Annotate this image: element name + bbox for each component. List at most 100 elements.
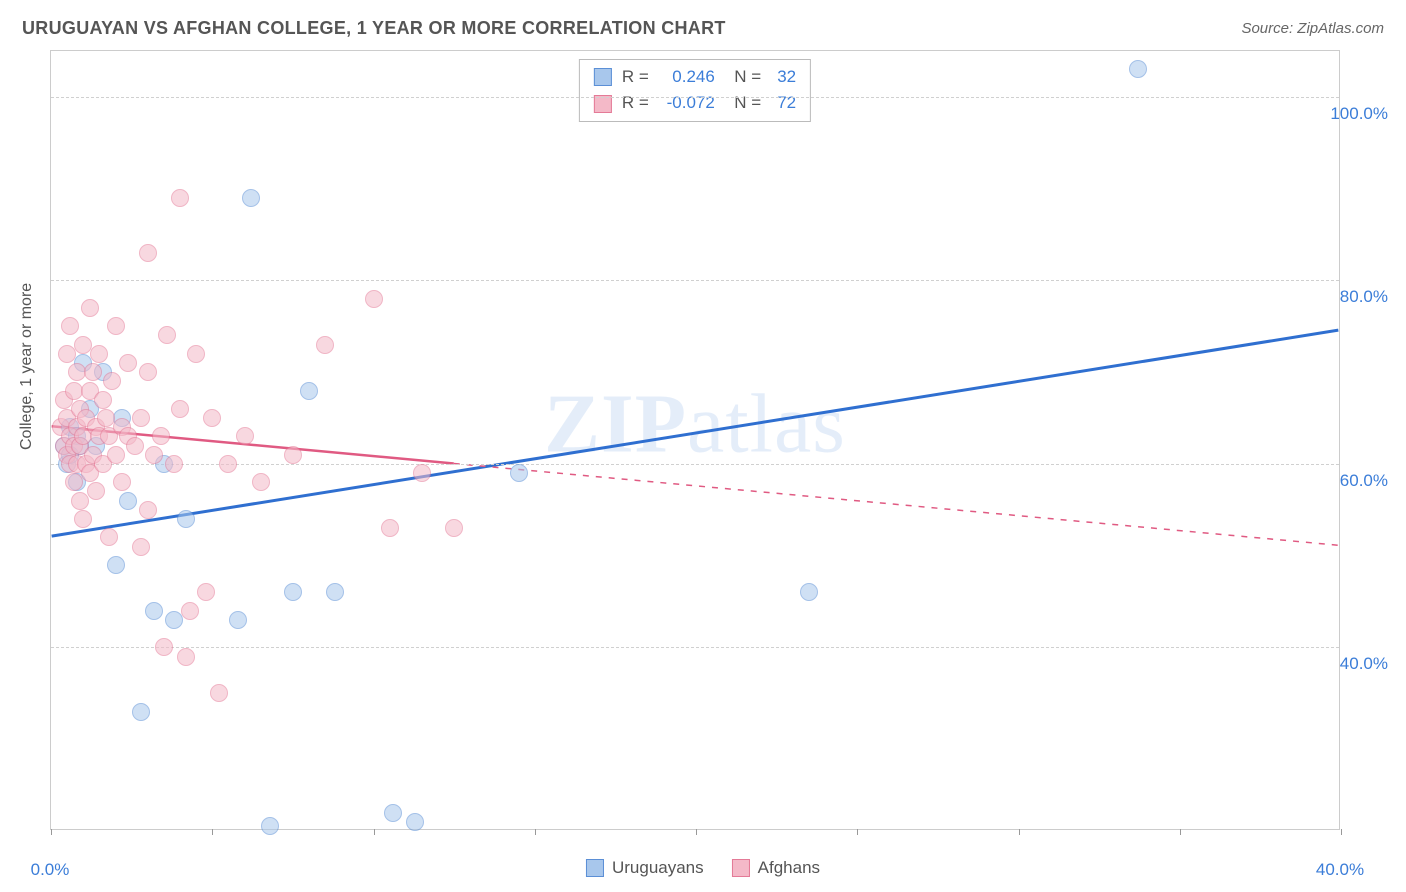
x-tick-min: 0.0% [31,860,70,880]
scatter-point [284,446,302,464]
scatter-point [145,446,163,464]
scatter-point [384,804,402,822]
scatter-point [203,409,221,427]
x-tick [535,829,536,835]
scatter-point [365,290,383,308]
scatter-point [413,464,431,482]
legend-item: Afghans [732,858,820,878]
scatter-point [132,409,150,427]
scatter-point [119,492,137,510]
scatter-point [139,363,157,381]
x-tick-max: 40.0% [1316,860,1364,880]
scatter-point [381,519,399,537]
scatter-point [61,317,79,335]
bottom-legend: Uruguayans Afghans [586,858,820,878]
scatter-point [171,400,189,418]
scatter-point [65,473,83,491]
stats-row: R = 0.246 N = 32 [594,64,796,90]
scatter-point [165,611,183,629]
scatter-point [210,684,228,702]
x-tick [374,829,375,835]
gridline-h [51,97,1339,98]
stat-n-label: N = [725,90,761,116]
legend-swatch [586,859,604,877]
scatter-point [165,455,183,473]
legend-swatch [732,859,750,877]
x-tick [51,829,52,835]
stat-n-value: 32 [777,64,796,90]
scatter-point [139,244,157,262]
scatter-point [171,189,189,207]
scatter-point [800,583,818,601]
scatter-point [326,583,344,601]
scatter-point [58,345,76,363]
y-tick-label: 100.0% [1330,104,1388,124]
scatter-point [103,372,121,390]
scatter-point [152,427,170,445]
legend-item: Uruguayans [586,858,704,878]
y-tick-label: 60.0% [1340,471,1388,491]
scatter-point [300,382,318,400]
scatter-point [181,602,199,620]
scatter-point [87,482,105,500]
y-tick-label: 80.0% [1340,287,1388,307]
scatter-point [316,336,334,354]
scatter-point [177,510,195,528]
scatter-point [197,583,215,601]
scatter-point [155,638,173,656]
scatter-point [74,336,92,354]
x-tick [1019,829,1020,835]
scatter-point [126,437,144,455]
legend-label: Uruguayans [612,858,704,878]
scatter-point [158,326,176,344]
scatter-point [510,464,528,482]
scatter-point [261,817,279,835]
gridline-h [51,647,1339,648]
stat-r-value: 0.246 [659,64,715,90]
x-tick [1341,829,1342,835]
scatter-point [84,363,102,381]
scatter-point [90,345,108,363]
x-tick [857,829,858,835]
stat-n-label: N = [725,64,761,90]
scatter-point [187,345,205,363]
stats-row: R = -0.072 N = 72 [594,90,796,116]
gridline-h [51,464,1339,465]
scatter-point [107,556,125,574]
scatter-point [94,391,112,409]
scatter-point [107,317,125,335]
y-axis-label: College, 1 year or more [18,283,36,450]
scatter-point [445,519,463,537]
stat-r-label: R = [622,90,649,116]
scatter-point [229,611,247,629]
plot-area: ZIPatlas R = 0.246 N = 32 R = -0.072 N = 72 [50,50,1340,830]
scatter-point [113,473,131,491]
scatter-point [139,501,157,519]
scatter-point [119,354,137,372]
scatter-point [81,299,99,317]
scatter-point [252,473,270,491]
stat-r-label: R = [622,64,649,90]
scatter-point [107,446,125,464]
scatter-point [177,648,195,666]
watermark: ZIPatlas [544,376,846,473]
stat-n-value: 72 [777,90,796,116]
legend-swatch [594,68,612,86]
scatter-point [145,602,163,620]
scatter-point [71,492,89,510]
legend-label: Afghans [758,858,820,878]
chart-title: URUGUAYAN VS AFGHAN COLLEGE, 1 YEAR OR M… [22,18,726,39]
scatter-point [74,510,92,528]
x-tick [1180,829,1181,835]
gridline-h [51,280,1339,281]
stat-r-value: -0.072 [659,90,715,116]
scatter-point [100,528,118,546]
x-tick [696,829,697,835]
scatter-point [97,409,115,427]
x-tick [212,829,213,835]
scatter-point [284,583,302,601]
source-text: Source: ZipAtlas.com [1241,20,1384,37]
stats-legend: R = 0.246 N = 32 R = -0.072 N = 72 [579,59,811,122]
scatter-point [132,703,150,721]
scatter-point [219,455,237,473]
